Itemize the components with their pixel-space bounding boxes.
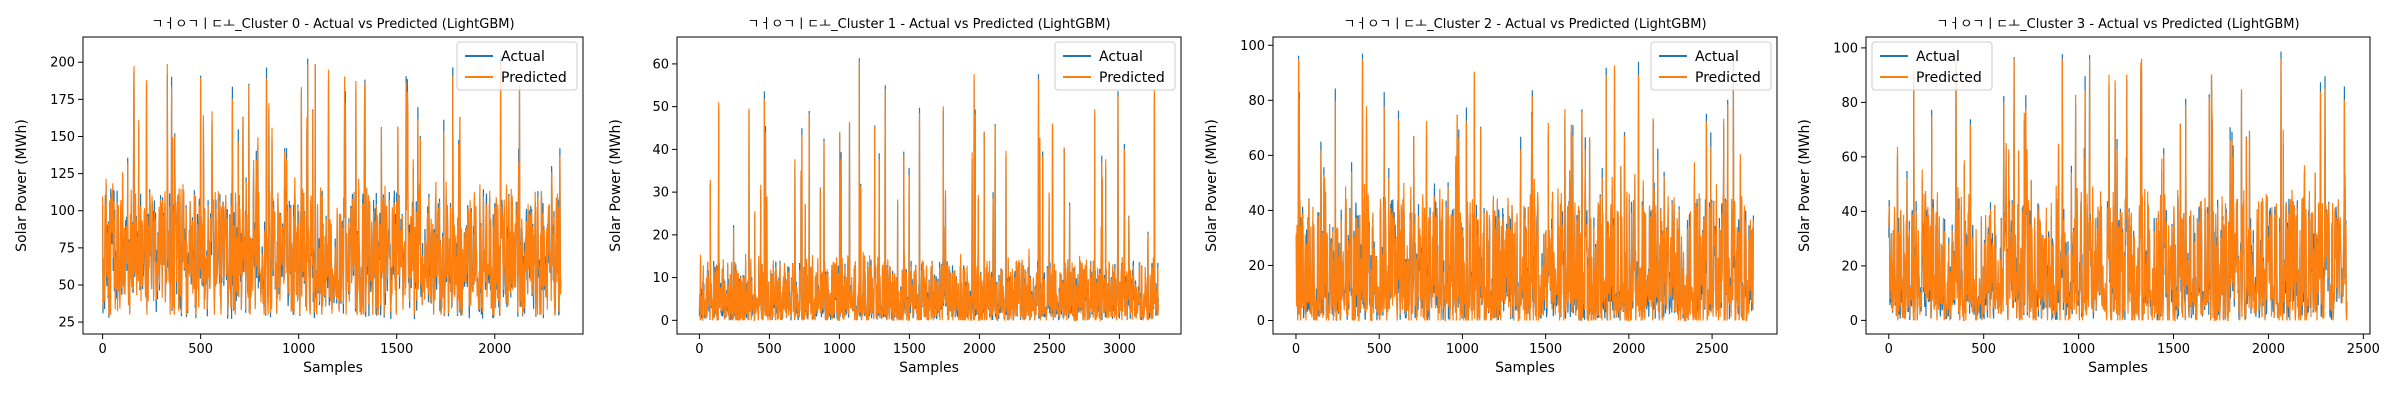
x-tick-label: 1000 (823, 342, 856, 357)
series-line-predicted (698, 60, 1159, 323)
legend: Actual Predicted (1871, 41, 1993, 91)
y-tick-label: 50 (652, 100, 669, 115)
x-tick-label: 1000 (2062, 342, 2095, 357)
plot-frame (82, 36, 584, 335)
x-tick-label: 0 (695, 342, 703, 357)
legend-label-predicted: Predicted (1099, 70, 1165, 86)
y-tick-label: 0 (1257, 314, 1265, 329)
x-axis-label: Samples (899, 360, 959, 376)
x-tick-label: 1000 (282, 342, 315, 357)
y-tick-label: 40 (1841, 205, 1858, 220)
x-tick-label: 2500 (2347, 342, 2380, 357)
y-tick-label: 30 (652, 186, 669, 201)
y-tick-label: 100 (1240, 39, 1265, 54)
chart-panel-2: ㄱㅓㅇㄱㅣㄷㅗ_Cluster 2 - Actual vs Predicted … (1204, 17, 1778, 376)
y-tick-label: 20 (652, 228, 669, 243)
y-tick-label: 0 (1850, 314, 1858, 329)
x-tick-label: 500 (1367, 342, 1392, 357)
legend: Actual Predicted (456, 41, 578, 91)
series-line-predicted (102, 63, 562, 316)
series-line-predicted (1295, 58, 1755, 322)
chart-panel-0: ㄱㅓㅇㄱㅣㄷㅗ_Cluster 0 - Actual vs Predicted … (14, 17, 584, 376)
legend-label-actual: Actual (1916, 49, 1960, 65)
y-tick-label: 100 (1833, 41, 1858, 56)
y-tick-label: 75 (58, 241, 75, 256)
y-tick-label: 40 (1248, 204, 1265, 219)
legend-label-predicted: Predicted (1695, 70, 1761, 86)
y-tick-label: 80 (1248, 94, 1265, 109)
x-axis-label: Samples (2088, 360, 2148, 376)
y-tick-label: 60 (652, 57, 669, 72)
x-tick-label: 500 (757, 342, 782, 357)
y-tick-label: 125 (50, 167, 75, 182)
x-tick-label: 2500 (1033, 342, 1066, 357)
y-tick-label: 25 (58, 316, 75, 331)
plot-area (102, 55, 562, 320)
legend-label-actual: Actual (1695, 49, 1739, 65)
y-axis-label: Solar Power (MWh) (608, 119, 624, 252)
x-tick-label: 1500 (893, 342, 926, 357)
x-tick-label: 1500 (1529, 342, 1562, 357)
plot-frame (1865, 36, 2371, 335)
legend-label-predicted: Predicted (501, 70, 567, 86)
y-tick-label: 80 (1841, 96, 1858, 111)
chart-panel-3: ㄱㅓㅇㄱㅣㄷㅗ_Cluster 3 - Actual vs Predicted … (1797, 17, 2380, 376)
x-tick-label: 1500 (2157, 342, 2190, 357)
plot-frame (676, 36, 1182, 335)
x-tick-label: 2000 (2252, 342, 2285, 357)
y-tick-label: 20 (1841, 259, 1858, 274)
x-tick-label: 3000 (1103, 342, 1136, 357)
x-tick-label: 2000 (478, 342, 511, 357)
x-tick-label: 2000 (963, 342, 996, 357)
x-axis-label: Samples (303, 360, 363, 376)
x-axis-label: Samples (1495, 360, 1555, 376)
legend-label-predicted: Predicted (1916, 70, 1982, 86)
x-tick-label: 0 (98, 342, 106, 357)
y-tick-label: 200 (50, 56, 75, 71)
y-tick-label: 100 (50, 204, 75, 219)
y-axis-label: Solar Power (MWh) (14, 119, 30, 252)
chart-title: ㄱㅓㅇㄱㅣㄷㅗ_Cluster 2 - Actual vs Predicted … (1343, 17, 1706, 32)
legend: Actual Predicted (1650, 41, 1772, 91)
x-tick-label: 2000 (1612, 342, 1645, 357)
legend: Actual Predicted (1054, 41, 1176, 91)
plot-frame (1272, 36, 1778, 335)
x-tick-label: 2500 (1696, 342, 1729, 357)
series-line-actual (698, 58, 1159, 322)
chart-panel-1: ㄱㅓㅇㄱㅣㄷㅗ_Cluster 1 - Actual vs Predicted … (608, 17, 1182, 376)
series-line-predicted (1888, 58, 2348, 321)
plot-area (1295, 53, 1755, 322)
y-tick-label: 40 (652, 143, 669, 158)
x-tick-label: 1000 (1446, 342, 1479, 357)
y-tick-label: 60 (1248, 149, 1265, 164)
x-tick-label: 500 (188, 342, 213, 357)
plot-area (698, 58, 1159, 323)
y-axis-label: Solar Power (MWh) (1797, 119, 1813, 252)
y-tick-label: 50 (58, 278, 75, 293)
chart-title: ㄱㅓㅇㄱㅣㄷㅗ_Cluster 0 - Actual vs Predicted … (151, 17, 514, 32)
x-tick-label: 0 (1292, 342, 1300, 357)
y-tick-label: 10 (652, 271, 669, 286)
chart-title: ㄱㅓㅇㄱㅣㄷㅗ_Cluster 3 - Actual vs Predicted … (1936, 17, 2299, 32)
y-tick-label: 0 (661, 314, 669, 329)
y-axis-label: Solar Power (MWh) (1204, 119, 1220, 252)
x-tick-label: 0 (1885, 342, 1893, 357)
plot-area (1888, 51, 2348, 321)
y-tick-label: 60 (1841, 150, 1858, 165)
legend-label-actual: Actual (501, 49, 545, 65)
y-tick-label: 175 (50, 93, 75, 108)
x-tick-label: 500 (1971, 342, 1996, 357)
x-tick-label: 1500 (380, 342, 413, 357)
y-tick-label: 20 (1248, 259, 1265, 274)
chart-title: ㄱㅓㅇㄱㅣㄷㅗ_Cluster 1 - Actual vs Predicted … (747, 17, 1110, 32)
legend-label-actual: Actual (1099, 49, 1143, 65)
y-tick-label: 150 (50, 130, 75, 145)
